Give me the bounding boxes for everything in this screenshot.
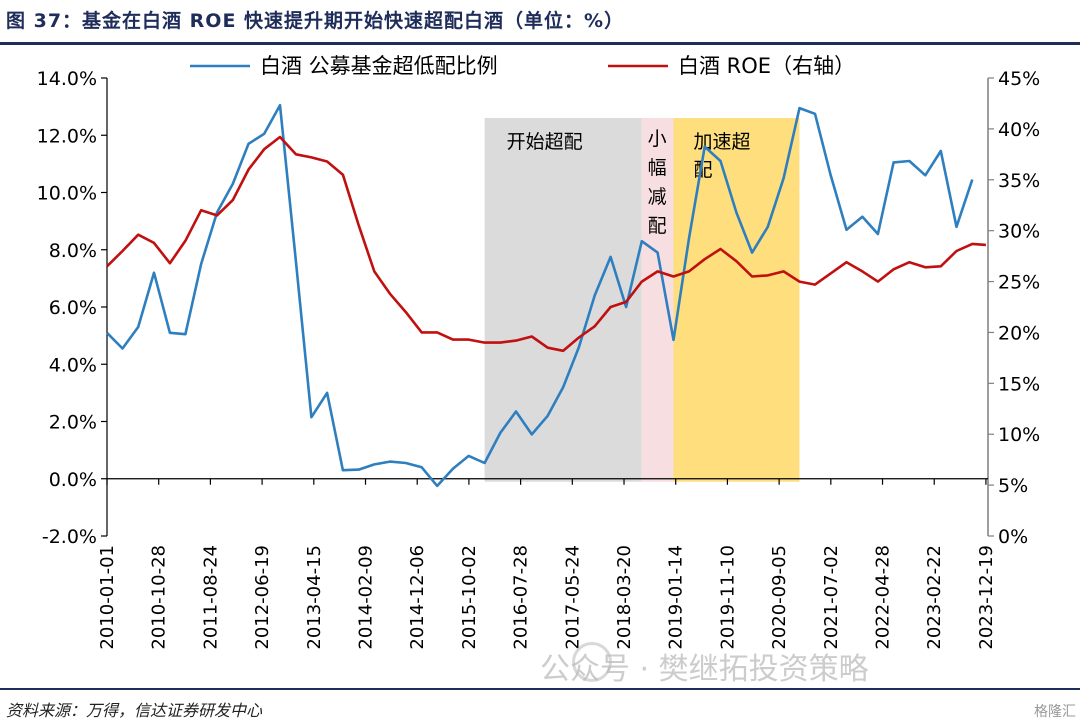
wechat-icon — [572, 642, 612, 682]
legend: 白酒 公募基金超低配比例 白酒 ROE（右轴） — [190, 54, 855, 78]
series-line-roe — [106, 135, 986, 353]
axes — [101, 77, 994, 537]
y-left-tick-label: 8.0% — [49, 240, 97, 262]
footer-rule — [0, 688, 1080, 690]
phase-label-3: 加速超配 — [693, 131, 750, 181]
x-tick-label: 2020-09-05 — [769, 545, 790, 650]
corner-logo: 格隆汇 — [1034, 704, 1076, 720]
phase-band-2 — [641, 118, 674, 482]
x-tick-label: 2010-10-28 — [149, 545, 170, 650]
series-lines — [106, 103, 986, 488]
y-left-tick-label: 14.0% — [37, 68, 97, 90]
x-tick-label: 2016-07-28 — [511, 545, 532, 650]
y-right-tick-label: 45% — [998, 68, 1040, 90]
x-tick-label: 2014-12-06 — [407, 545, 428, 650]
x-tick-label: 2019-11-10 — [717, 545, 738, 650]
y-left-tick-label: 12.0% — [37, 125, 97, 147]
phase-bands: 开始超配 小幅减配 加速超配 — [484, 118, 800, 482]
y-left-tick-label: 6.0% — [49, 297, 97, 319]
y-right-tick-label: 5% — [998, 475, 1028, 497]
phase-label-1: 开始超配 — [507, 131, 583, 153]
tick-labels: -2.0% 0.0% 2.0% 4.0% 6.0% 8.0% 10.0% 12.0% 14.0%… — [37, 68, 1041, 650]
phase-band-1 — [484, 118, 642, 482]
figure-title: 图 37：基金在白酒 ROE 快速提升期开始快速超配白酒（单位：%） — [6, 10, 625, 32]
y-right-tick-label: 20% — [998, 322, 1040, 344]
x-tick-label: 2012-06-19 — [252, 545, 273, 650]
x-tick-label: 2023-02-22 — [924, 545, 945, 650]
x-tick-label: 2017-05-24 — [562, 545, 583, 650]
y-right-tick-label: 40% — [998, 119, 1040, 141]
y-left-tick-label: 0.0% — [49, 469, 97, 491]
x-tick-label: 2014-02-09 — [356, 545, 377, 650]
x-tick-label: 2010-01-01 — [97, 545, 118, 650]
phase-label-2: 小幅减配 — [648, 128, 667, 237]
x-tick-label: 2021-07-02 — [821, 545, 842, 650]
x-tick-label: 2013-04-15 — [304, 545, 325, 650]
series-line-overweight — [106, 103, 974, 488]
y-right-tick-label: 15% — [998, 373, 1040, 395]
y-left-tick-label: 2.0% — [49, 412, 97, 434]
y-right-tick-label: 35% — [998, 170, 1040, 192]
x-tick-label: 2023-12-19 — [976, 545, 997, 650]
watermark: 公众号 · 樊继拓投资策略 — [540, 652, 869, 687]
y-left-tick-label: 4.0% — [49, 354, 97, 376]
y-right-tick-label: 30% — [998, 221, 1040, 243]
y-right-tick-label: 0% — [998, 526, 1028, 548]
y-right-tick-label: 10% — [998, 424, 1040, 446]
source-note: 资料来源：万得，信达证券研发中心 — [6, 701, 263, 720]
x-tick-label: 2018-03-20 — [614, 545, 635, 650]
y-left-tick-label: -2.0% — [42, 526, 97, 548]
y-left-tick-label: 10.0% — [37, 183, 97, 205]
x-tick-label: 2022-04-28 — [873, 545, 894, 650]
y-right-tick-label: 25% — [998, 272, 1040, 294]
x-tick-label: 2015-10-02 — [459, 545, 480, 650]
legend-label-roe: 白酒 ROE（右轴） — [678, 54, 855, 78]
phase-band-3 — [673, 118, 800, 482]
x-tick-label: 2019-01-14 — [666, 545, 687, 650]
x-tick-label: 2011-08-24 — [200, 545, 221, 650]
legend-label-overweight: 白酒 公募基金超低配比例 — [260, 54, 498, 78]
title-rule — [0, 42, 1080, 45]
